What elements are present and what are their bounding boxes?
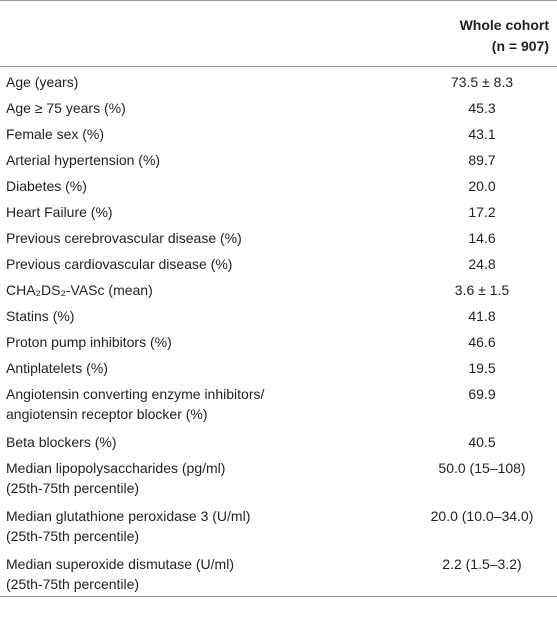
row-value: 14.6 <box>468 229 496 246</box>
label-line: CHA₂DS₂-VASc (mean) <box>6 281 153 298</box>
label-line: Antiplatelets (%) <box>6 359 108 376</box>
row-value: 2.2 (1.5–3.2) <box>442 555 522 572</box>
label-line: Previous cardiovascular disease (%) <box>6 255 233 272</box>
table-row: Median glutathione peroxidase 3 (U/ml) (2… <box>0 501 557 549</box>
header-cell <box>0 0 407 67</box>
header-row: Whole cohort (n = 907) <box>0 0 557 67</box>
row-label: Median lipopolysaccharides (pg/ml) (25th-… <box>0 453 407 501</box>
table-row: Angiotensin converting enzyme inhibitors… <box>0 379 557 427</box>
label-line: Angiotensin converting enzyme inhibitors… <box>6 385 265 402</box>
table-row: Beta blockers (%) 40.5 <box>0 427 557 453</box>
table-body: Age (years) 73.5 ± 8.3 Age ≥ 75 years (%) 4… <box>0 67 557 597</box>
row-value: 46.6 <box>468 333 496 350</box>
row-value: 89.7 <box>468 151 496 168</box>
label-line: Median lipopolysaccharides (pg/ml) <box>6 459 226 476</box>
row-value: 20.0 (10.0–34.0) <box>430 507 534 524</box>
label-line: Beta blockers (%) <box>6 433 117 450</box>
row-label: Median superoxide dismutase (U/ml) (25th-… <box>0 549 407 597</box>
label-line: Median superoxide dismutase (U/ml) <box>6 555 234 572</box>
row-label: Previous cerebrovascular disease (%) <box>0 223 407 249</box>
label-line: Proton pump inhibitors (%) <box>6 333 172 350</box>
row-label: Beta blockers (%) <box>0 427 407 453</box>
table-row: Antiplatelets (%) 19.5 <box>0 353 557 379</box>
label-line: Female sex (%) <box>6 125 105 142</box>
table-row: Median lipopolysaccharides (pg/ml) (25th-… <box>0 453 557 501</box>
label-line: Previous cerebrovascular disease (%) <box>6 229 242 246</box>
row-value: 17.2 <box>468 203 496 220</box>
row-value: 20.0 <box>468 177 496 194</box>
row-label: Median glutathione peroxidase 3 (U/ml) (2… <box>0 501 407 549</box>
row-label: Proton pump inhibitors (%) <box>0 327 407 353</box>
label-line: (25th-75th percentile) <box>6 527 140 544</box>
table-row: Proton pump inhibitors (%) 46.6 <box>0 327 557 353</box>
row-label: CHA₂DS₂-VASc (mean) <box>0 275 407 301</box>
label-line: Heart Failure (%) <box>6 203 113 220</box>
row-value: 24.8 <box>468 255 496 272</box>
table-row: Diabetes (%) 20.0 <box>0 171 557 197</box>
label-line: Age (years) <box>6 74 79 90</box>
row-label: Previous cardiovascular disease (%) <box>0 249 407 275</box>
header-line: Whole cohort <box>459 17 549 33</box>
label-line: Age ≥ 75 years (%) <box>6 99 126 116</box>
row-value: 45.3 <box>468 99 496 116</box>
label-line: angiotensin receptor blocker (%) <box>6 405 208 422</box>
row-label: Diabetes (%) <box>0 171 407 197</box>
label-line: Median glutathione peroxidase 3 (U/ml) <box>6 507 251 524</box>
table-row: Age (years) 73.5 ± 8.3 <box>0 67 557 93</box>
label-line: Statins (%) <box>6 307 75 324</box>
row-value: 41.8 <box>468 307 496 324</box>
table: Whole cohort (n = 907) Age (years) 73.5 ± … <box>0 0 557 597</box>
row-value: 43.1 <box>468 125 496 142</box>
table-row: Heart Failure (%) 17.2 <box>0 197 557 223</box>
row-value: 50.0 (15–108) <box>438 459 526 476</box>
row-label: Age (years) <box>0 67 407 93</box>
header-cell: Whole cohort (n = 907) <box>407 0 557 67</box>
table-row: Previous cerebrovascular disease (%) 14.6 <box>0 223 557 249</box>
row-value: 73.5 ± 8.3 <box>450 74 514 90</box>
row-value: 3.6 ± 1.5 <box>454 281 510 298</box>
table-row: Arterial hypertension (%) 89.7 <box>0 145 557 171</box>
label-line: Arterial hypertension (%) <box>6 151 161 168</box>
label-line: Diabetes (%) <box>6 177 87 194</box>
table-row: Age ≥ 75 years (%) 45.3 <box>0 93 557 119</box>
table-row: Female sex (%) 43.1 <box>0 119 557 145</box>
label-line: (25th-75th percentile) <box>6 575 140 592</box>
table-row: Statins (%) 41.8 <box>0 301 557 327</box>
row-label: Arterial hypertension (%) <box>0 145 407 171</box>
table-row: CHA₂DS₂-VASc (mean) 3.6 ± 1.5 <box>0 275 557 301</box>
table-row: Median superoxide dismutase (U/ml) (25th-… <box>0 549 557 597</box>
row-label: Female sex (%) <box>0 119 407 145</box>
table-row: Previous cardiovascular disease (%) 24.8 <box>0 249 557 275</box>
label-line: (25th-75th percentile) <box>6 479 140 496</box>
header-line: (n = 907) <box>491 38 549 54</box>
page: Whole cohort (n = 907) Age (years) 73.5 ± … <box>0 0 557 597</box>
row-label: Antiplatelets (%) <box>0 353 407 379</box>
row-label: Heart Failure (%) <box>0 197 407 223</box>
row-value: 40.5 <box>468 433 496 450</box>
row-label: Statins (%) <box>0 301 407 327</box>
row-value: 69.9 <box>468 385 496 402</box>
row-label: Angiotensin converting enzyme inhibitors… <box>0 379 407 427</box>
row-value: 19.5 <box>468 359 496 376</box>
row-label: Age ≥ 75 years (%) <box>0 93 407 119</box>
